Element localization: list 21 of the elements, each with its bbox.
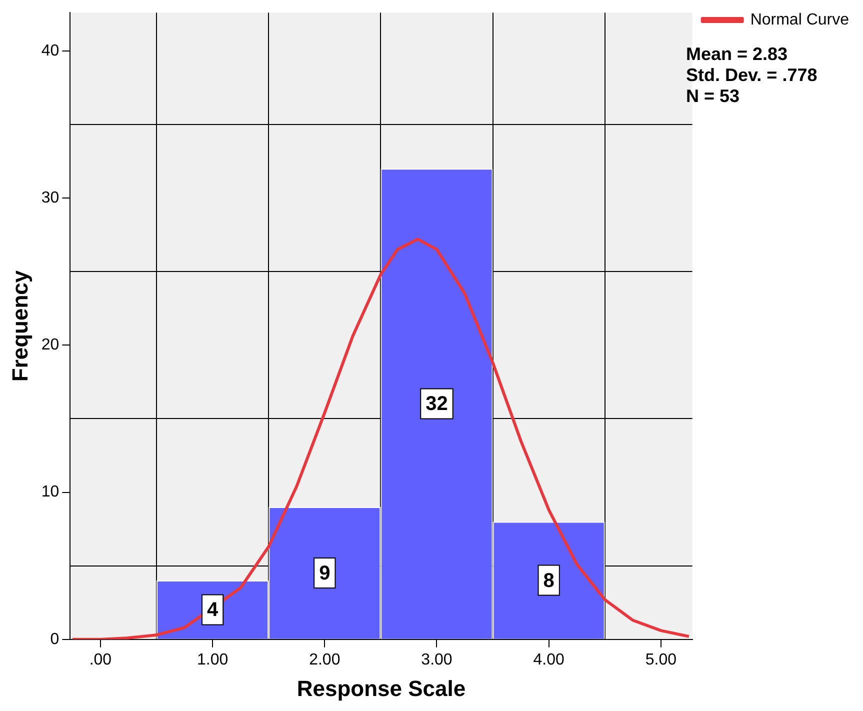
x-tick-label: 3.00 <box>421 651 452 668</box>
y-tick-label: 40 <box>41 42 60 60</box>
legend-label: Normal Curve <box>750 11 850 28</box>
y-tick-label: 30 <box>41 189 60 206</box>
y-tick-label: 0 <box>50 630 60 648</box>
y-tick-label: 20 <box>41 336 60 354</box>
x-tick-label: 4.00 <box>533 651 565 668</box>
x-tick-label: 2.00 <box>309 651 340 668</box>
y-tick-label: 10 <box>41 484 60 501</box>
x-tick-label: 5.00 <box>645 651 677 668</box>
annotation: Std. Dev. = .778 <box>686 65 818 86</box>
y-axis-title: Frequency <box>7 270 32 382</box>
x-axis-title: Response Scale <box>296 676 466 701</box>
x-tick-label: .00 <box>89 651 112 668</box>
annotation: N = 53 <box>686 86 741 107</box>
data-label: 4 <box>206 599 219 622</box>
data-label: 32 <box>426 393 448 416</box>
data-label: 8 <box>543 570 554 592</box>
annotation: Mean = 2.83 <box>686 44 789 65</box>
data-label: 9 <box>319 562 330 584</box>
x-tick-label: 1.00 <box>196 651 228 668</box>
